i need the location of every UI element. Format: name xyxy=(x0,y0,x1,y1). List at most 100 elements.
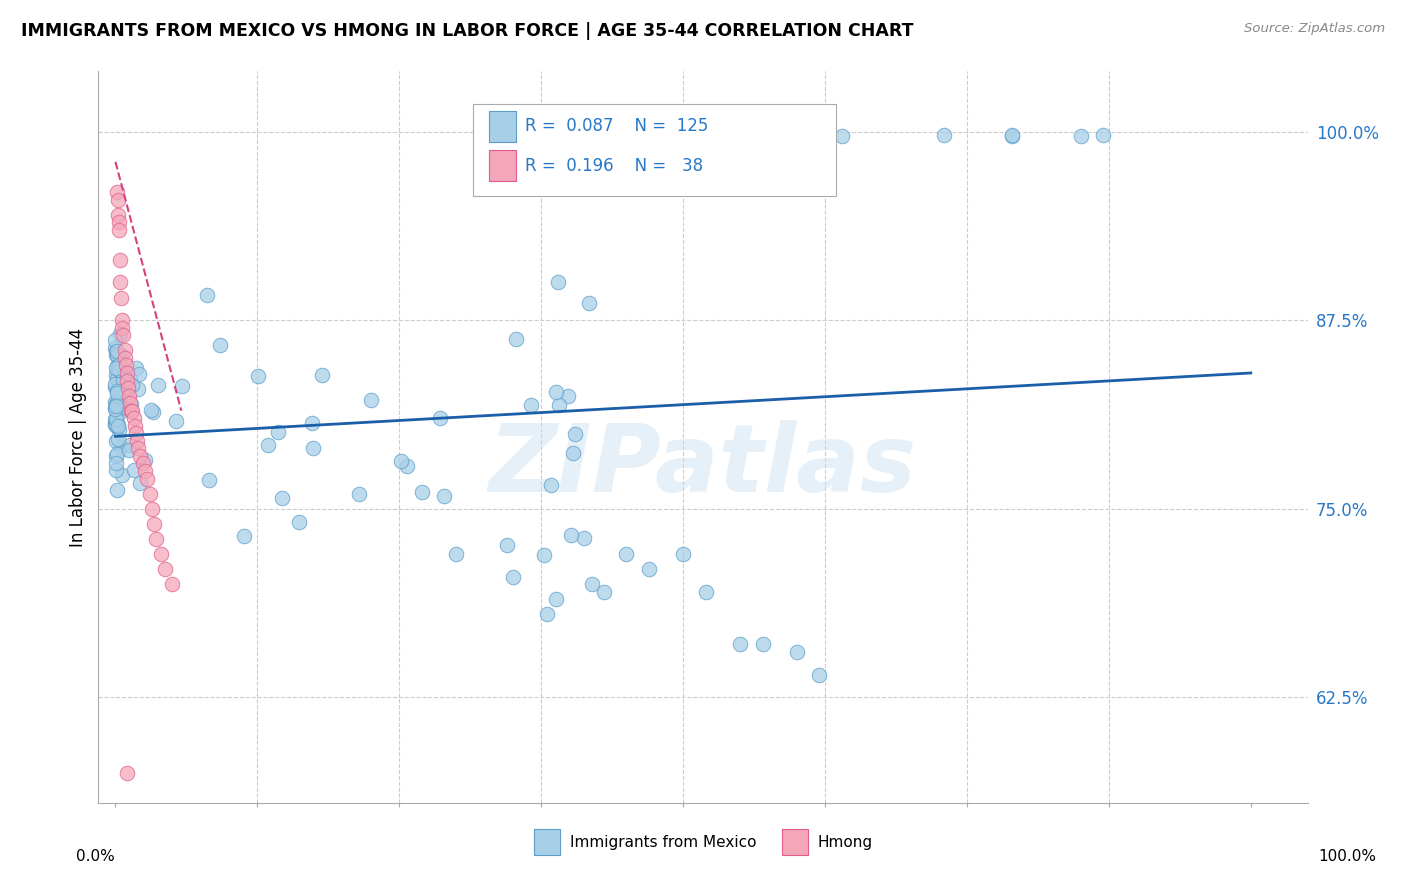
Point xyxy=(108,215,131,229)
Point xyxy=(105,372,128,386)
Point xyxy=(107,208,129,222)
Point xyxy=(110,393,132,408)
Bar xyxy=(782,830,808,855)
Point xyxy=(120,397,142,411)
Point xyxy=(110,348,132,362)
Point xyxy=(360,392,382,407)
Point xyxy=(728,637,751,651)
Point xyxy=(108,223,131,237)
Point xyxy=(115,765,138,780)
Point xyxy=(572,531,595,545)
Point xyxy=(544,592,567,607)
Point xyxy=(136,471,159,485)
Bar xyxy=(489,151,516,181)
Point xyxy=(134,452,156,467)
Point xyxy=(105,447,128,461)
Point xyxy=(105,343,128,358)
Point xyxy=(104,368,127,383)
Point xyxy=(347,486,370,500)
Point xyxy=(104,415,127,429)
Point xyxy=(105,396,128,410)
Point xyxy=(104,361,127,376)
Point xyxy=(134,464,156,478)
Point xyxy=(170,379,193,393)
Point xyxy=(934,128,956,142)
Point xyxy=(155,562,177,576)
Point xyxy=(115,374,138,388)
Point xyxy=(808,667,831,681)
Point xyxy=(786,645,808,659)
Point xyxy=(104,417,127,432)
Point xyxy=(139,402,162,417)
Point xyxy=(105,399,128,413)
Point xyxy=(111,313,134,327)
Point xyxy=(533,548,555,562)
Point xyxy=(564,427,586,442)
Point xyxy=(143,516,166,531)
Point xyxy=(107,397,129,411)
Point xyxy=(104,379,127,393)
Point xyxy=(104,412,127,426)
Point xyxy=(146,378,169,392)
Point xyxy=(104,341,127,355)
Point xyxy=(112,393,135,408)
Point xyxy=(104,377,127,392)
Point xyxy=(149,547,172,561)
Point xyxy=(108,424,131,438)
Point xyxy=(1092,128,1115,142)
Point xyxy=(544,385,567,400)
Point xyxy=(114,351,136,365)
Point xyxy=(105,185,128,199)
Point xyxy=(1001,128,1024,142)
Point xyxy=(695,584,717,599)
Text: R =  0.196    N =   38: R = 0.196 N = 38 xyxy=(526,157,703,175)
Point xyxy=(496,538,519,552)
Point xyxy=(108,326,131,341)
Point xyxy=(117,381,139,395)
Point xyxy=(672,547,695,561)
Point xyxy=(110,441,132,455)
Point xyxy=(120,438,142,452)
Point xyxy=(104,412,127,426)
Point xyxy=(107,193,129,207)
Point xyxy=(165,414,187,428)
Point xyxy=(104,395,127,409)
Point xyxy=(433,489,456,503)
Y-axis label: In Labor Force | Age 35-44: In Labor Force | Age 35-44 xyxy=(69,327,87,547)
Point xyxy=(110,402,132,417)
Point xyxy=(105,348,128,362)
Point xyxy=(198,474,221,488)
Point xyxy=(107,348,129,362)
Point xyxy=(114,366,136,380)
Point xyxy=(107,432,129,446)
Point xyxy=(302,441,325,455)
FancyBboxPatch shape xyxy=(474,104,837,195)
Point xyxy=(411,484,433,499)
Point xyxy=(115,366,138,380)
Text: R =  0.087    N =  125: R = 0.087 N = 125 xyxy=(526,117,709,136)
Point xyxy=(547,398,569,412)
Point xyxy=(536,607,558,622)
Point xyxy=(111,373,134,387)
Point xyxy=(560,527,582,541)
Point xyxy=(111,467,134,482)
Point xyxy=(141,501,163,516)
Point xyxy=(614,547,637,561)
Point xyxy=(112,328,135,343)
Point xyxy=(107,386,129,401)
Point xyxy=(129,449,152,463)
Point xyxy=(592,584,614,599)
Point xyxy=(246,369,269,384)
Point xyxy=(444,547,467,561)
Point xyxy=(104,456,127,470)
Point xyxy=(118,389,141,403)
Text: Hmong: Hmong xyxy=(818,835,873,850)
Point xyxy=(124,418,146,433)
Point xyxy=(105,418,128,433)
Point xyxy=(105,463,128,477)
Point xyxy=(311,368,333,382)
Point xyxy=(108,252,131,267)
Point xyxy=(505,332,527,346)
Point xyxy=(122,411,145,425)
Point xyxy=(578,295,600,310)
